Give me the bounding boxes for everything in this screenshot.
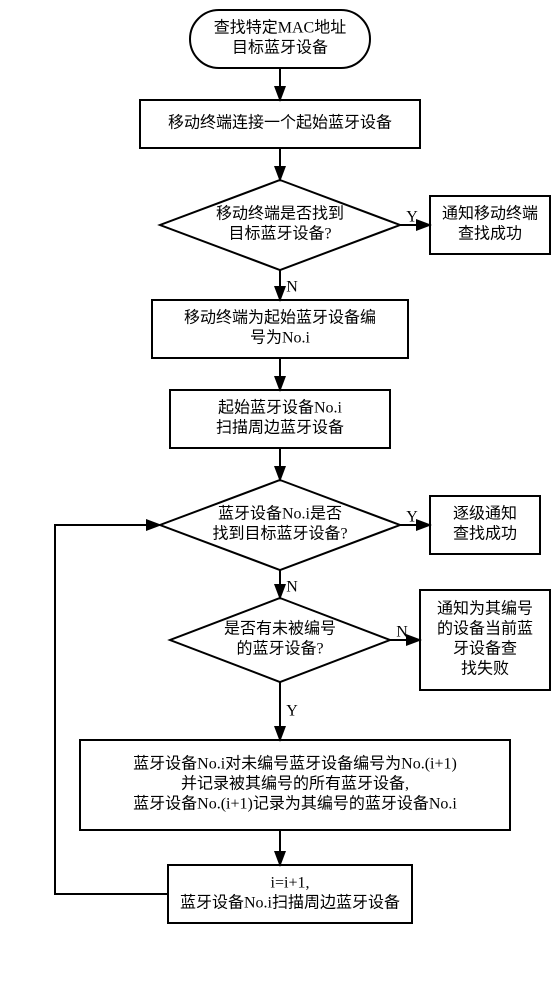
node-notify3: 通知为其编号的设备当前蓝牙设备查找失败 — [420, 590, 550, 690]
svg-text:蓝牙设备No.(i+1)记录为其编号的蓝牙设备No.i: 蓝牙设备No.(i+1)记录为其编号的蓝牙设备No.i — [133, 795, 457, 813]
node-notify2: 逐级通知查找成功 — [430, 496, 540, 554]
edge-label-3: N — [286, 279, 298, 296]
node-dec1: 移动终端是否找到目标蓝牙设备? — [160, 180, 400, 270]
svg-text:查找成功: 查找成功 — [458, 225, 522, 243]
svg-text:移动终端为起始蓝牙设备编: 移动终端为起始蓝牙设备编 — [184, 309, 376, 327]
edge-label-2: Y — [406, 209, 418, 226]
svg-text:是否有未被编号: 是否有未被编号 — [224, 620, 336, 638]
svg-text:通知移动终端: 通知移动终端 — [442, 205, 538, 223]
svg-text:蓝牙设备No.i是否: 蓝牙设备No.i是否 — [218, 505, 342, 523]
svg-text:目标蓝牙设备?: 目标蓝牙设备? — [228, 225, 331, 243]
connect-label: 移动终端连接一个起始蓝牙设备 — [168, 114, 392, 132]
svg-text:的设备当前蓝: 的设备当前蓝 — [437, 620, 533, 638]
svg-text:蓝牙设备No.i扫描周边蓝牙设备: 蓝牙设备No.i扫描周边蓝牙设备 — [180, 894, 400, 912]
svg-text:查找特定MAC地址: 查找特定MAC地址 — [214, 19, 346, 37]
edge-label-7: N — [286, 579, 298, 596]
svg-text:蓝牙设备No.i对未编号蓝牙设备编号为No.(i+1): 蓝牙设备No.i对未编号蓝牙设备编号为No.(i+1) — [133, 755, 457, 773]
node-scan_i: 起始蓝牙设备No.i 扫描周边蓝牙设备 — [170, 390, 390, 448]
node-number_next: 蓝牙设备No.i对未编号蓝牙设备编号为No.(i+1) 并记录被其编号的所有蓝牙设… — [80, 740, 510, 830]
svg-text:i=i+1,: i=i+1, — [271, 875, 310, 892]
edge-11 — [55, 525, 168, 894]
node-dec3: 是否有未被编号的蓝牙设备? — [170, 598, 390, 682]
node-notify1: 通知移动终端查找成功 — [430, 196, 550, 254]
node-start: 查找特定MAC地址目标蓝牙设备 — [190, 10, 370, 68]
svg-text:通知为其编号: 通知为其编号 — [437, 600, 533, 618]
svg-text:找失败: 找失败 — [461, 660, 509, 678]
svg-text:扫描周边蓝牙设备: 扫描周边蓝牙设备 — [216, 419, 344, 437]
node-connect: 移动终端连接一个起始蓝牙设备 — [140, 100, 420, 148]
node-dec2: 蓝牙设备No.i是否找到目标蓝牙设备? — [160, 480, 400, 570]
svg-text:移动终端是否找到: 移动终端是否找到 — [216, 205, 344, 223]
svg-text:号为No.i: 号为No.i — [250, 329, 311, 347]
svg-text:并记录被其编号的所有蓝牙设备,: 并记录被其编号的所有蓝牙设备, — [181, 775, 409, 793]
svg-text:的蓝牙设备?: 的蓝牙设备? — [236, 640, 323, 658]
edge-label-6: Y — [406, 509, 418, 526]
svg-text:牙设备查: 牙设备查 — [453, 640, 517, 658]
svg-text:逐级通知: 逐级通知 — [453, 505, 517, 523]
svg-text:查找成功: 查找成功 — [453, 525, 517, 543]
edge-label-9: Y — [286, 703, 298, 720]
svg-text:目标蓝牙设备: 目标蓝牙设备 — [232, 39, 328, 57]
edge-label-8: N — [396, 624, 408, 641]
node-assign_i: 移动终端为起始蓝牙设备编号为No.i — [152, 300, 408, 358]
number_next-label: 蓝牙设备No.i对未编号蓝牙设备编号为No.(i+1) 并记录被其编号的所有蓝牙设… — [133, 755, 457, 813]
node-increment: i=i+1, 蓝牙设备No.i扫描周边蓝牙设备 — [168, 865, 412, 923]
svg-text:找到目标蓝牙设备?: 找到目标蓝牙设备? — [212, 525, 347, 543]
svg-text:移动终端连接一个起始蓝牙设备: 移动终端连接一个起始蓝牙设备 — [168, 114, 392, 132]
svg-text:起始蓝牙设备No.i: 起始蓝牙设备No.i — [218, 399, 343, 417]
